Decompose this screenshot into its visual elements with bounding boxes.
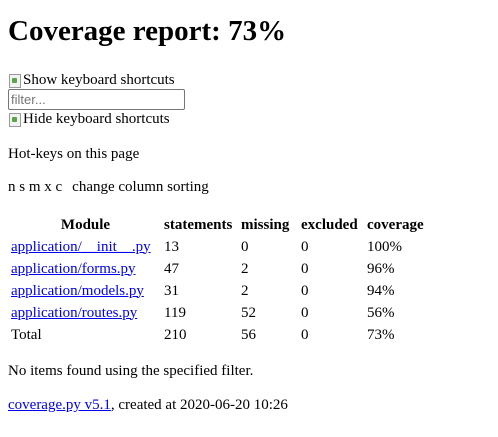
table-header-row: Module statements missing excluded cover…	[10, 215, 428, 235]
missing-cell: 0	[241, 238, 249, 255]
coverage-cell: 96%	[367, 260, 395, 277]
page-footer: coverage.py v5.1, created at 2020-06-20 …	[8, 397, 288, 414]
hotkeys-heading: Hot-keys on this page	[8, 146, 140, 162]
column-header-module[interactable]: Module	[60, 216, 111, 233]
column-header-coverage[interactable]: coverage	[367, 216, 424, 233]
total-coverage: 73%	[367, 326, 395, 343]
statements-cell: 31	[164, 282, 179, 299]
missing-cell: 52	[241, 304, 256, 321]
total-missing: 56	[241, 326, 256, 343]
table-total-row: Total 210 56 0 73%	[10, 325, 428, 345]
coverage-cell: 100%	[367, 238, 402, 255]
table-row: application/__init__.py 13 0 0 100%	[10, 237, 428, 257]
statements-cell: 47	[164, 260, 179, 277]
column-header-excluded[interactable]: excluded	[301, 216, 358, 233]
hide-keyboard-shortcuts-label: Hide keyboard shortcuts	[23, 111, 170, 127]
excluded-cell: 0	[301, 304, 309, 321]
created-timestamp: , created at 2020-06-20 10:26	[110, 397, 288, 413]
table-row: application/routes.py 119 52 0 56%	[10, 303, 428, 323]
show-keyboard-shortcuts-label: Show keyboard shortcuts	[23, 72, 175, 88]
keyboard-icon	[8, 112, 22, 127]
module-link[interactable]: application/models.py	[11, 282, 144, 299]
no-items-message: No items found using the specified filte…	[8, 363, 254, 379]
statements-cell: 13	[164, 238, 179, 255]
statements-cell: 119	[164, 304, 186, 321]
total-label: Total	[11, 326, 42, 343]
coverage-version-link[interactable]: coverage.py v5.1	[8, 397, 111, 413]
coverage-table: Module statements missing excluded cover…	[8, 213, 430, 347]
hide-keyboard-shortcuts-button[interactable]: Hide keyboard shortcuts	[8, 111, 170, 128]
table-row: application/forms.py 47 2 0 96%	[10, 259, 428, 279]
module-link[interactable]: application/routes.py	[11, 304, 138, 321]
sort-description: change column sorting	[72, 179, 209, 195]
missing-cell: 2	[241, 260, 249, 277]
total-excluded: 0	[301, 326, 309, 343]
keyboard-icon	[8, 73, 22, 88]
coverage-cell: 56%	[367, 304, 395, 321]
coverage-cell: 94%	[367, 282, 395, 299]
table-row: application/models.py 31 2 0 94%	[10, 281, 428, 301]
sort-keys: n s m x c	[8, 179, 63, 195]
excluded-cell: 0	[301, 260, 309, 277]
module-link[interactable]: application/__init__.py	[11, 238, 151, 255]
hotkeys-list: n s m x c change column sorting	[8, 179, 209, 196]
missing-cell: 2	[241, 282, 249, 299]
module-link[interactable]: application/forms.py	[11, 260, 136, 277]
excluded-cell: 0	[301, 238, 309, 255]
page-title: Coverage report: 73%	[8, 15, 287, 47]
excluded-cell: 0	[301, 282, 309, 299]
column-header-missing[interactable]: missing	[241, 216, 290, 233]
column-header-statements[interactable]: statements	[164, 216, 233, 233]
show-keyboard-shortcuts-button[interactable]: Show keyboard shortcuts	[8, 72, 175, 89]
total-statements: 210	[164, 326, 187, 343]
filter-input[interactable]	[8, 89, 185, 110]
